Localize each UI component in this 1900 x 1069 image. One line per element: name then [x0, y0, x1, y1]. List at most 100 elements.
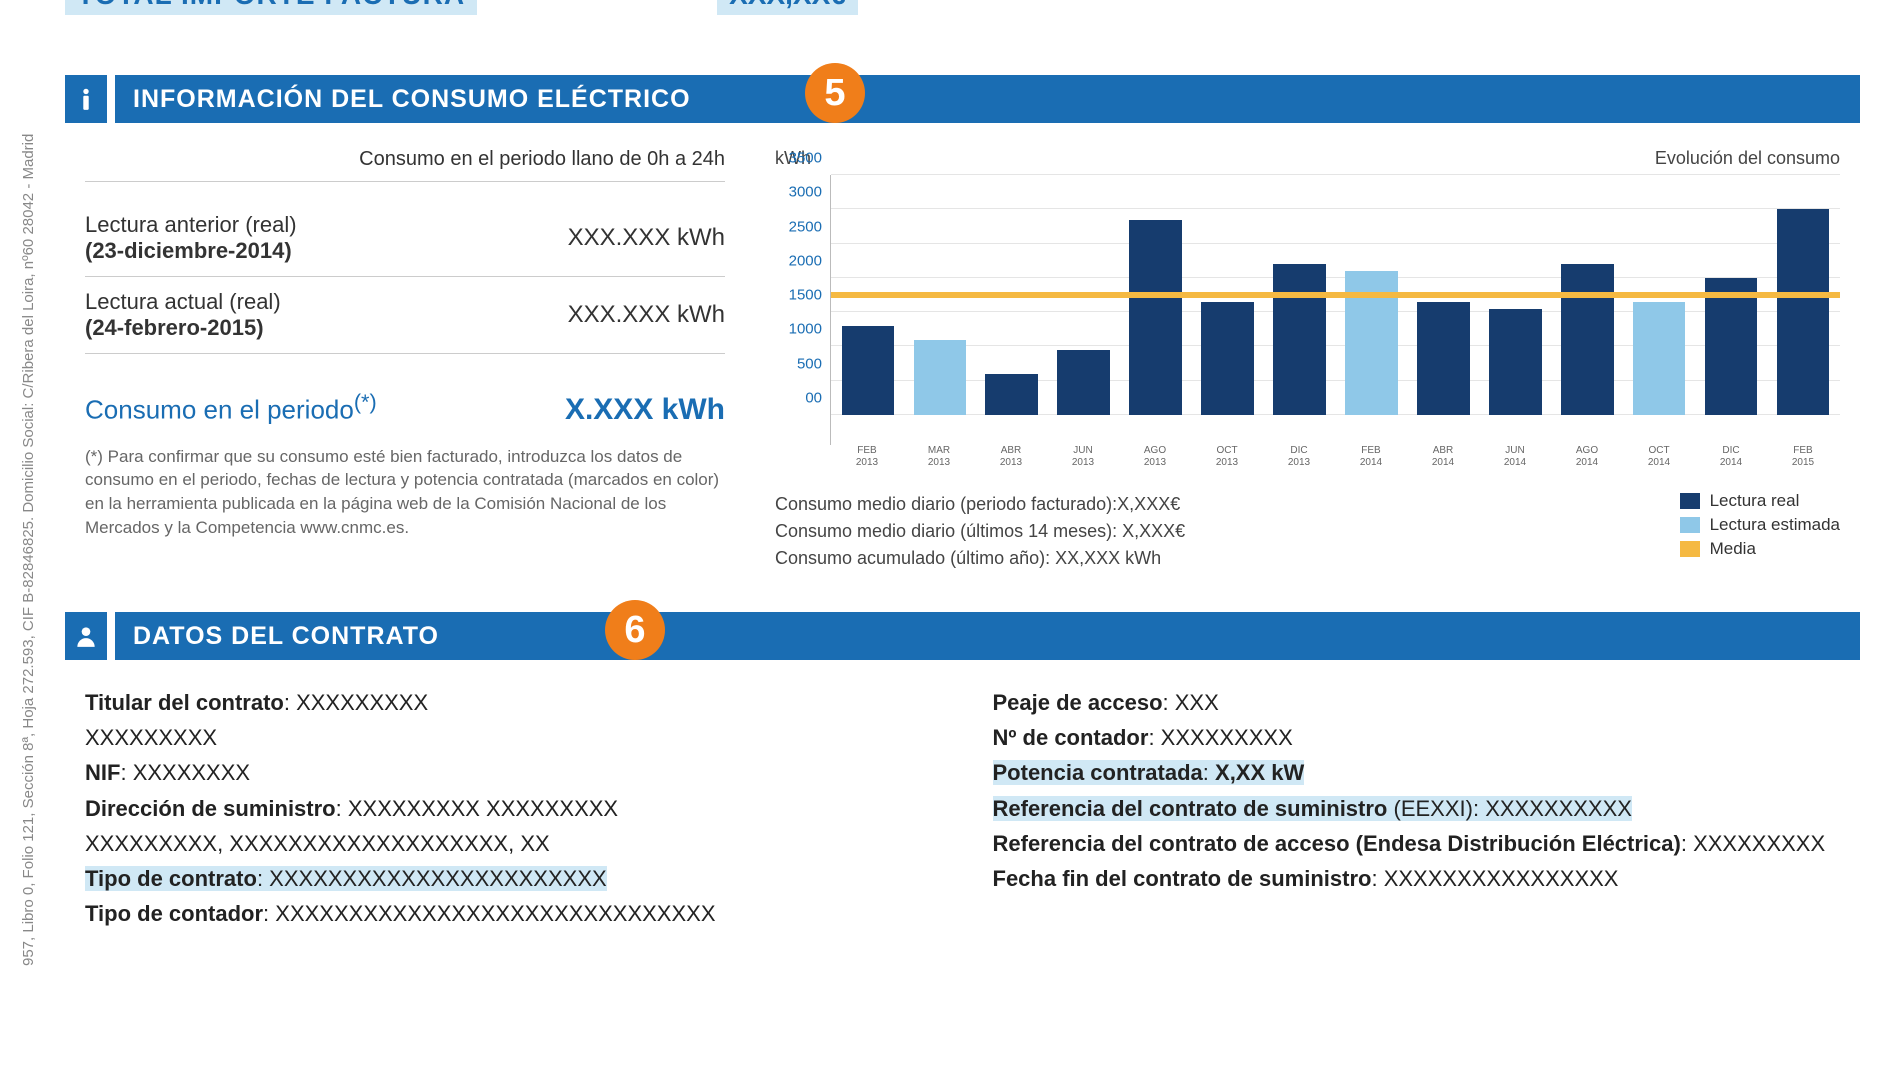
tipo-contador-label: Tipo de contador: [85, 901, 263, 926]
y-tick: 2000: [789, 252, 822, 269]
total-row: TOTAL IMPORTE FACTURA XXX,XX€: [65, 0, 1860, 15]
ref-sum-label: Referencia del contrato de suministro: [993, 796, 1388, 821]
chart-bar: [1561, 264, 1614, 415]
lectura-actual-label: Lectura actual (real): [85, 289, 281, 314]
tipo-contador-value: XXXXXXXXXXXXXXXXXXXXXXXXXXXXXX: [275, 901, 715, 926]
x-label: ABR2013: [978, 445, 1044, 469]
ref-acc-label: Referencia del contrato de acceso (Endes…: [993, 831, 1681, 856]
lectura-actual-value: XXX.XXX kWh: [568, 301, 725, 329]
titular-value: XXXXXXXXX: [296, 690, 428, 715]
y-tick: 3500: [789, 150, 822, 167]
stat-line-3: Consumo acumulado (último año): XX,XXX k…: [775, 545, 1185, 572]
chart-bar: [914, 340, 967, 415]
consumo-body: Consumo en el periodo llano de 0h a 24h …: [65, 148, 1860, 612]
chart-bar: [1777, 209, 1830, 415]
y-tick: 3000: [789, 184, 822, 201]
footnote: (*) Para confirmar que su consumo esté b…: [85, 445, 725, 540]
consumo-left: Consumo en el periodo llano de 0h a 24h …: [85, 148, 725, 572]
lectura-actual-row: Lectura actual (real) (24-febrero-2015) …: [85, 277, 725, 354]
x-label: JUN2013: [1050, 445, 1116, 469]
peaje-value: XXX: [1175, 690, 1219, 715]
chart-bar: [985, 374, 1038, 415]
x-label: ABR2014: [1410, 445, 1476, 469]
consumo-periodo-row: Consumo en el periodo(*) X.XXX kWh: [85, 354, 725, 427]
x-label: DIC2014: [1698, 445, 1764, 469]
contrato-body: Titular del contrato: XXXXXXXXX XXXXXXXX…: [65, 685, 1860, 931]
periodo-header: Consumo en el periodo llano de 0h a 24h: [85, 148, 725, 182]
lectura-anterior-value: XXX.XXX kWh: [568, 224, 725, 252]
ref-acc-value: XXXXXXXXX: [1693, 831, 1825, 856]
y-tick: 2500: [789, 218, 822, 235]
legend-est: Lectura estimada: [1710, 515, 1840, 535]
consumo-periodo-value: X.XXX kWh: [565, 393, 725, 427]
nif-label: NIF: [85, 760, 120, 785]
info-icon: [65, 75, 107, 123]
x-label: DIC2013: [1266, 445, 1332, 469]
lectura-actual-date: (24-febrero-2015): [85, 315, 264, 340]
chart-legend: Lectura real Lectura estimada Media: [1680, 491, 1840, 572]
nif-value: XXXXXXXX: [133, 760, 250, 785]
chart-bar: [1705, 278, 1758, 415]
section6-title: DATOS DEL CONTRATO: [115, 612, 1860, 660]
chart-bar: [1273, 264, 1326, 415]
x-label: OCT2013: [1194, 445, 1260, 469]
ref-sum-value: XXXXXXXXXX: [1485, 796, 1632, 821]
lectura-anterior-row: Lectura anterior (real) (23-diciembre-20…: [85, 200, 725, 277]
titular-line2: XXXXXXXXX: [85, 720, 933, 755]
chart-bar: [1129, 220, 1182, 415]
chart-title: Evolución del consumo: [1655, 148, 1840, 169]
peaje-label: Peaje de acceso: [993, 690, 1163, 715]
x-label: AGO2013: [1122, 445, 1188, 469]
consumo-periodo-label: Consumo en el periodo: [85, 395, 354, 425]
chart-bar: [1057, 350, 1110, 415]
legend-real: Lectura real: [1710, 491, 1800, 511]
badge-5: 5: [805, 63, 865, 123]
dir-label: Dirección de suministro: [85, 796, 336, 821]
chart-bar: [842, 326, 895, 415]
x-label: FEB2013: [834, 445, 900, 469]
side-legal-text: 957, Libro 0, Folio 121, Sección 8ª, Hoj…: [20, 50, 50, 1049]
tipo-contrato-label: Tipo de contrato: [85, 866, 257, 891]
potencia-label: Potencia contratada: [993, 760, 1203, 785]
person-icon: [65, 612, 107, 660]
consumo-stats: Consumo medio diario (periodo facturado)…: [775, 491, 1840, 572]
y-tick: 1000: [789, 321, 822, 338]
consumo-right: kWh Evolución del consumo 00500100015002…: [775, 148, 1840, 572]
ref-sum-paren: (EEXXI): [1394, 796, 1473, 821]
total-value: XXX,XX€: [717, 0, 858, 15]
titular-label: Titular del contrato: [85, 690, 284, 715]
y-tick: 1500: [789, 287, 822, 304]
fecha-fin-value: XXXXXXXXXXXXXXXX: [1384, 866, 1619, 891]
legend-media: Media: [1710, 539, 1756, 559]
section6-header: DATOS DEL CONTRATO 6: [65, 612, 1860, 660]
contrato-left: Titular del contrato: XXXXXXXXX XXXXXXXX…: [85, 685, 933, 931]
chart-bar: [1489, 309, 1542, 415]
chart-bar: [1201, 302, 1254, 415]
dir-value: XXXXXXXXX XXXXXXXXX: [348, 796, 618, 821]
dir-line2: XXXXXXXXX, XXXXXXXXXXXXXXXXXXX, XX: [85, 826, 933, 861]
x-label: OCT2014: [1626, 445, 1692, 469]
contrato-right: Peaje de acceso: XXX Nº de contador: XXX…: [993, 685, 1841, 931]
contador-value: XXXXXXXXX: [1161, 725, 1293, 750]
badge-6: 6: [605, 600, 665, 660]
x-label: AGO2014: [1554, 445, 1620, 469]
section5-header: INFORMACIÓN DEL CONSUMO ELÉCTRICO 5: [65, 75, 1860, 123]
lectura-anterior-label: Lectura anterior (real): [85, 212, 297, 237]
total-label: TOTAL IMPORTE FACTURA: [65, 0, 477, 15]
x-label: FEB2015: [1770, 445, 1836, 469]
fecha-fin-label: Fecha fin del contrato de suministro: [993, 866, 1372, 891]
x-label: JUN2014: [1482, 445, 1548, 469]
lectura-anterior-date: (23-diciembre-2014): [85, 238, 292, 263]
stat-line-1: Consumo medio diario (periodo facturado)…: [775, 491, 1185, 518]
tipo-contrato-value: XXXXXXXXXXXXXXXXXXXXXXX: [269, 866, 607, 891]
consumo-periodo-sup: (*): [354, 389, 377, 414]
chart-bar: [1417, 302, 1470, 415]
chart-bar: [1633, 302, 1686, 415]
potencia-value: X,XX kW: [1215, 760, 1304, 785]
y-tick: 00: [805, 390, 822, 407]
x-label: MAR2013: [906, 445, 972, 469]
y-tick: 500: [797, 355, 822, 372]
contador-label: Nº de contador: [993, 725, 1149, 750]
consumption-chart: 00500100015002000250030003500: [775, 175, 1840, 445]
section5-title: INFORMACIÓN DEL CONSUMO ELÉCTRICO: [115, 75, 1860, 123]
